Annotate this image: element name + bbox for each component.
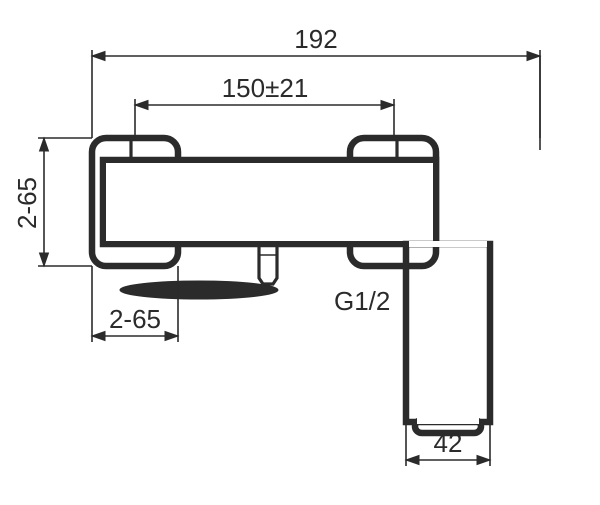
dimension-label: 2-65 bbox=[109, 304, 161, 334]
dimension-label: 192 bbox=[294, 24, 337, 54]
aerator-plate bbox=[120, 281, 278, 299]
outlet-stem bbox=[259, 247, 277, 284]
handle-body bbox=[406, 244, 490, 422]
dimension-label: 2-65 bbox=[12, 177, 42, 229]
dimension-label: 150±21 bbox=[222, 73, 309, 103]
thread-label: G1/2 bbox=[334, 286, 390, 316]
technical-drawing: 192 150±21 2-65 2-65 42 G1/2 bbox=[0, 0, 600, 505]
dimension-label: 42 bbox=[434, 428, 463, 458]
